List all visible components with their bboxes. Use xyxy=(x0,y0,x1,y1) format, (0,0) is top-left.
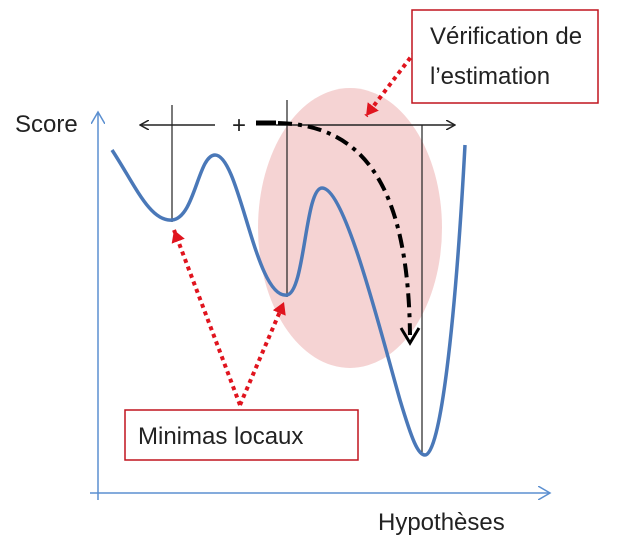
verification-box xyxy=(411,9,599,104)
minima-box xyxy=(124,409,359,461)
pointer-arrow xyxy=(171,229,242,406)
estimation-path xyxy=(277,121,412,336)
pointer-arrow xyxy=(238,301,286,406)
x-axis-label: Hypothèses xyxy=(378,509,505,536)
minima-label: Minimas locaux xyxy=(138,423,303,450)
estimation-arrowhead xyxy=(399,327,421,346)
verification-label: Vérification de xyxy=(430,23,582,50)
verification-label: l’estimation xyxy=(430,63,550,90)
score-curve xyxy=(110,144,467,457)
plus-sign: + xyxy=(232,112,246,139)
y-axis-label: Score xyxy=(15,111,78,138)
pointer-arrow xyxy=(364,43,422,118)
